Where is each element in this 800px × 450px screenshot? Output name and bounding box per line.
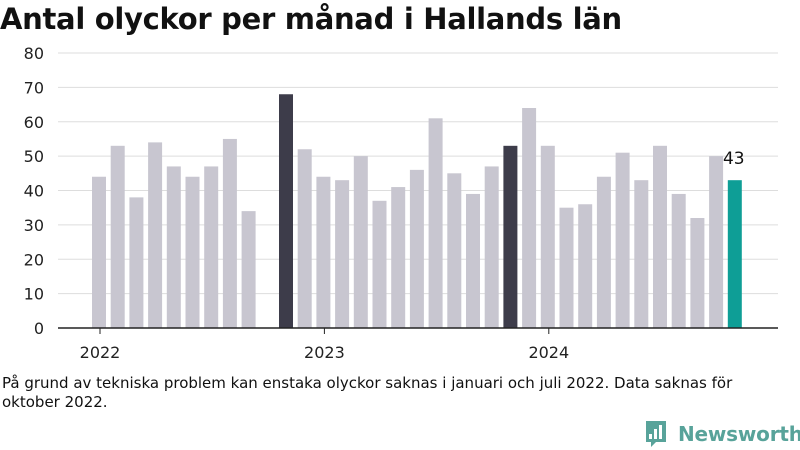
brand-name: Newsworthy	[678, 422, 800, 446]
y-tick-label: 50	[24, 147, 44, 166]
bar-2024-06	[634, 180, 649, 328]
bar-2024-03	[578, 204, 593, 328]
brand[interactable]: Newsworthy	[644, 419, 800, 449]
y-tick-label: 0	[34, 319, 44, 338]
bar-2022-05	[166, 166, 181, 328]
bar-2022-09	[241, 211, 256, 328]
bar-2022-07	[204, 166, 219, 328]
y-axis-ticks: 0 10 20 30 40 50 60 70 80	[24, 44, 44, 338]
bar-2022-03	[129, 197, 144, 328]
bar-2024-02	[559, 207, 574, 328]
bar-2023-04	[372, 200, 387, 328]
y-tick-label: 30	[24, 216, 44, 235]
x-tick-label: 2024	[528, 343, 569, 362]
bar-2024-01	[540, 145, 555, 328]
bar-2024-05	[615, 152, 630, 328]
bar-2023-01	[316, 176, 331, 328]
bar-2022-01	[92, 176, 106, 328]
bar-2024-04	[596, 176, 611, 328]
bar-2022-02	[110, 145, 125, 328]
chart-title: Antal olyckor per månad i Hallands län	[0, 2, 622, 36]
bar-2023-08	[447, 173, 462, 328]
bar-2024-11	[727, 180, 742, 328]
bar-2022-11	[279, 94, 293, 328]
bar-2023-06	[409, 169, 424, 328]
bar-2024-10	[709, 156, 724, 328]
y-tick-label: 60	[24, 113, 44, 132]
newsworthy-logo-icon	[646, 421, 666, 447]
y-tick-label: 40	[24, 182, 44, 201]
bar-chart: 0 10 20 30 40 50 60 70 80 2022 2023 2024 43	[24, 44, 778, 362]
x-tick-label: 2022	[80, 343, 121, 362]
bar-2023-09	[466, 193, 480, 328]
bars	[92, 94, 742, 328]
bar-2022-08	[222, 138, 237, 328]
x-tick-label: 2023	[304, 343, 345, 362]
bar-2023-05	[391, 187, 406, 328]
bar-2023-12	[522, 108, 537, 328]
bar-2024-07	[653, 145, 667, 328]
bar-2024-09	[690, 218, 705, 328]
bar-2024-08	[671, 193, 686, 328]
bar-2023-10	[484, 166, 499, 328]
y-tick-label: 10	[24, 285, 44, 304]
bar-2022-04	[148, 142, 163, 328]
bar-2023-11	[503, 145, 518, 328]
y-tick-label: 70	[24, 78, 44, 97]
bar-2023-07	[428, 118, 443, 328]
bar-2023-03	[353, 156, 368, 328]
footnote: På grund av tekniska problem kan enstaka…	[2, 374, 733, 411]
bar-2023-02	[335, 180, 350, 328]
x-axis: 2022 2023 2024	[58, 327, 778, 362]
data-label: 43	[723, 149, 745, 169]
bar-2022-06	[185, 176, 200, 328]
y-tick-label: 20	[24, 250, 44, 269]
bar-2022-12	[297, 149, 312, 328]
data-labels: 43	[723, 149, 745, 169]
y-tick-label: 80	[24, 44, 44, 63]
